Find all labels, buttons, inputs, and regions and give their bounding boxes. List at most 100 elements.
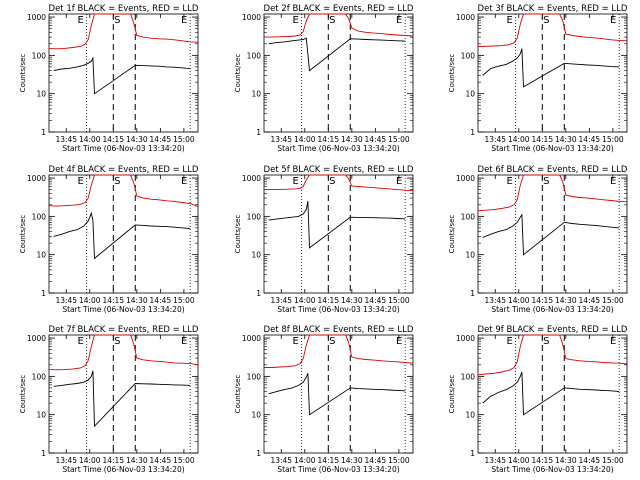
y-tick-label: 1 (41, 128, 46, 137)
x-tick-label: 14:30 (126, 135, 148, 144)
x-tick-label: 15:00 (388, 296, 410, 305)
panel: Det 1f BLACK = Events, RED = LLD 1 10 100 10… (19, 4, 199, 153)
marker-label: E (181, 336, 187, 347)
marker-label: S (114, 15, 120, 26)
y-tick-label: 100 (32, 51, 47, 60)
x-tick-label: 14:45 (365, 456, 387, 465)
x-tick-label: 14:15 (317, 296, 339, 305)
x-tick-label: 14:30 (555, 135, 577, 144)
x-axis-label: Start Time (06-Nov-03 13:34:20) (491, 144, 613, 153)
lld-series-line (48, 174, 199, 208)
panel: Det 4f BLACK = Events, RED = LLD 1 10 100 10… (19, 165, 199, 314)
x-tick-label: 14:30 (555, 296, 577, 305)
y-tick-label: 10 (251, 90, 261, 99)
panel-title: Det 1f BLACK = Events, RED = LLD (49, 4, 199, 14)
x-tick-label: 14:30 (341, 456, 363, 465)
y-tick-label: 100 (461, 212, 476, 221)
x-tick-label: 14:00 (508, 135, 530, 144)
y-tick-label: 10 (36, 90, 46, 99)
y-tick-label: 1000 (456, 174, 475, 183)
y-tick-label: 1 (470, 449, 475, 458)
y-axis-label: Counts/sec (448, 375, 456, 414)
y-tick-label: 10 (251, 411, 261, 420)
y-tick-label: 1 (256, 449, 261, 458)
y-tick-label: 100 (247, 212, 262, 221)
x-tick-label: 14:15 (317, 456, 339, 465)
y-tick-label: 10 (251, 251, 261, 260)
panel: Det 9f BLACK = Events, RED = LLD 1 10 100 10… (448, 325, 628, 474)
events-series-line (53, 211, 191, 260)
panel-title: Det 7f BLACK = Events, RED = LLD (49, 325, 199, 335)
events-series-line (53, 56, 191, 95)
panel: Det 8f BLACK = Events, RED = LLD 1 10 100 10… (234, 325, 414, 474)
x-tick-label: 14:45 (579, 456, 601, 465)
y-tick-label: 100 (247, 51, 262, 60)
marker-label: S (329, 176, 335, 187)
events-series-line (482, 48, 620, 88)
x-axis-label: Start Time (06-Nov-03 13:34:20) (277, 144, 399, 153)
y-tick-label: 100 (247, 372, 262, 381)
x-tick-label: 14:15 (531, 456, 553, 465)
x-tick-label: 13:45 (270, 135, 292, 144)
lld-series-line (264, 174, 414, 192)
marker-label: S (543, 176, 549, 187)
x-axis-label: Start Time (06-Nov-03 13:34:20) (491, 305, 613, 314)
x-tick-label: 13:45 (55, 135, 77, 144)
x-tick-label: 14:45 (150, 456, 172, 465)
marker-label: E (506, 15, 512, 26)
y-tick-label: 100 (32, 372, 47, 381)
y-tick-label: 1 (470, 289, 475, 298)
x-tick-label: 14:30 (126, 456, 148, 465)
y-axis-label: Counts/sec (19, 215, 27, 254)
x-axis-label: Start Time (06-Nov-03 13:34:20) (491, 465, 613, 474)
lld-series-line (477, 334, 628, 376)
x-tick-label: 14:45 (150, 296, 172, 305)
x-tick-label: 13:45 (55, 456, 77, 465)
y-tick-label: 10 (465, 251, 475, 260)
x-tick-label: 14:15 (531, 296, 553, 305)
lld-series-line (477, 13, 628, 47)
x-tick-label: 14:15 (102, 456, 124, 465)
panel: Det 5f BLACK = Events, RED = LLD 1 10 100 10… (234, 165, 414, 314)
panel: Det 3f BLACK = Events, RED = LLD 1 10 100 10… (448, 4, 628, 153)
x-tick-label: 14:30 (555, 456, 577, 465)
lld-series-line (477, 174, 628, 212)
x-axis-label: Start Time (06-Nov-03 13:34:20) (62, 144, 184, 153)
marker-label: E (181, 15, 187, 26)
marker-label: E (181, 176, 187, 187)
y-axis-label: Counts/sec (234, 375, 242, 414)
x-tick-label: 14:00 (294, 135, 316, 144)
x-tick-label: 14:45 (365, 135, 387, 144)
x-tick-label: 14:00 (79, 135, 101, 144)
x-tick-label: 14:00 (508, 456, 530, 465)
y-tick-label: 10 (36, 411, 46, 420)
plot-frame (263, 174, 414, 294)
marker-label: S (543, 336, 549, 347)
x-tick-label: 14:45 (579, 296, 601, 305)
x-tick-label: 14:00 (294, 456, 316, 465)
marker-label: E (396, 15, 402, 26)
x-tick-label: 14:00 (79, 296, 101, 305)
x-tick-label: 14:45 (365, 296, 387, 305)
marker-label: E (610, 336, 616, 347)
y-tick-label: 100 (461, 372, 476, 381)
panel-title: Det 9f BLACK = Events, RED = LLD (478, 325, 628, 335)
marker-label: E (77, 336, 83, 347)
y-tick-label: 100 (32, 212, 47, 221)
y-tick-label: 1000 (242, 334, 261, 343)
x-tick-label: 15:00 (388, 456, 410, 465)
y-tick-label: 100 (461, 51, 476, 60)
panel-title: Det 6f BLACK = Events, RED = LLD (478, 165, 628, 175)
y-axis-label: Counts/sec (448, 54, 456, 93)
plot-frame (477, 13, 628, 133)
marker-label: E (396, 176, 402, 187)
x-tick-label: 14:15 (102, 135, 124, 144)
x-tick-label: 15:00 (602, 296, 624, 305)
x-axis-label: Start Time (06-Nov-03 13:34:20) (277, 305, 399, 314)
y-tick-label: 1000 (456, 334, 475, 343)
plot-frame (48, 334, 199, 454)
marker-label: E (396, 336, 402, 347)
y-tick-label: 1000 (27, 334, 46, 343)
x-axis-label: Start Time (06-Nov-03 13:34:20) (62, 305, 184, 314)
